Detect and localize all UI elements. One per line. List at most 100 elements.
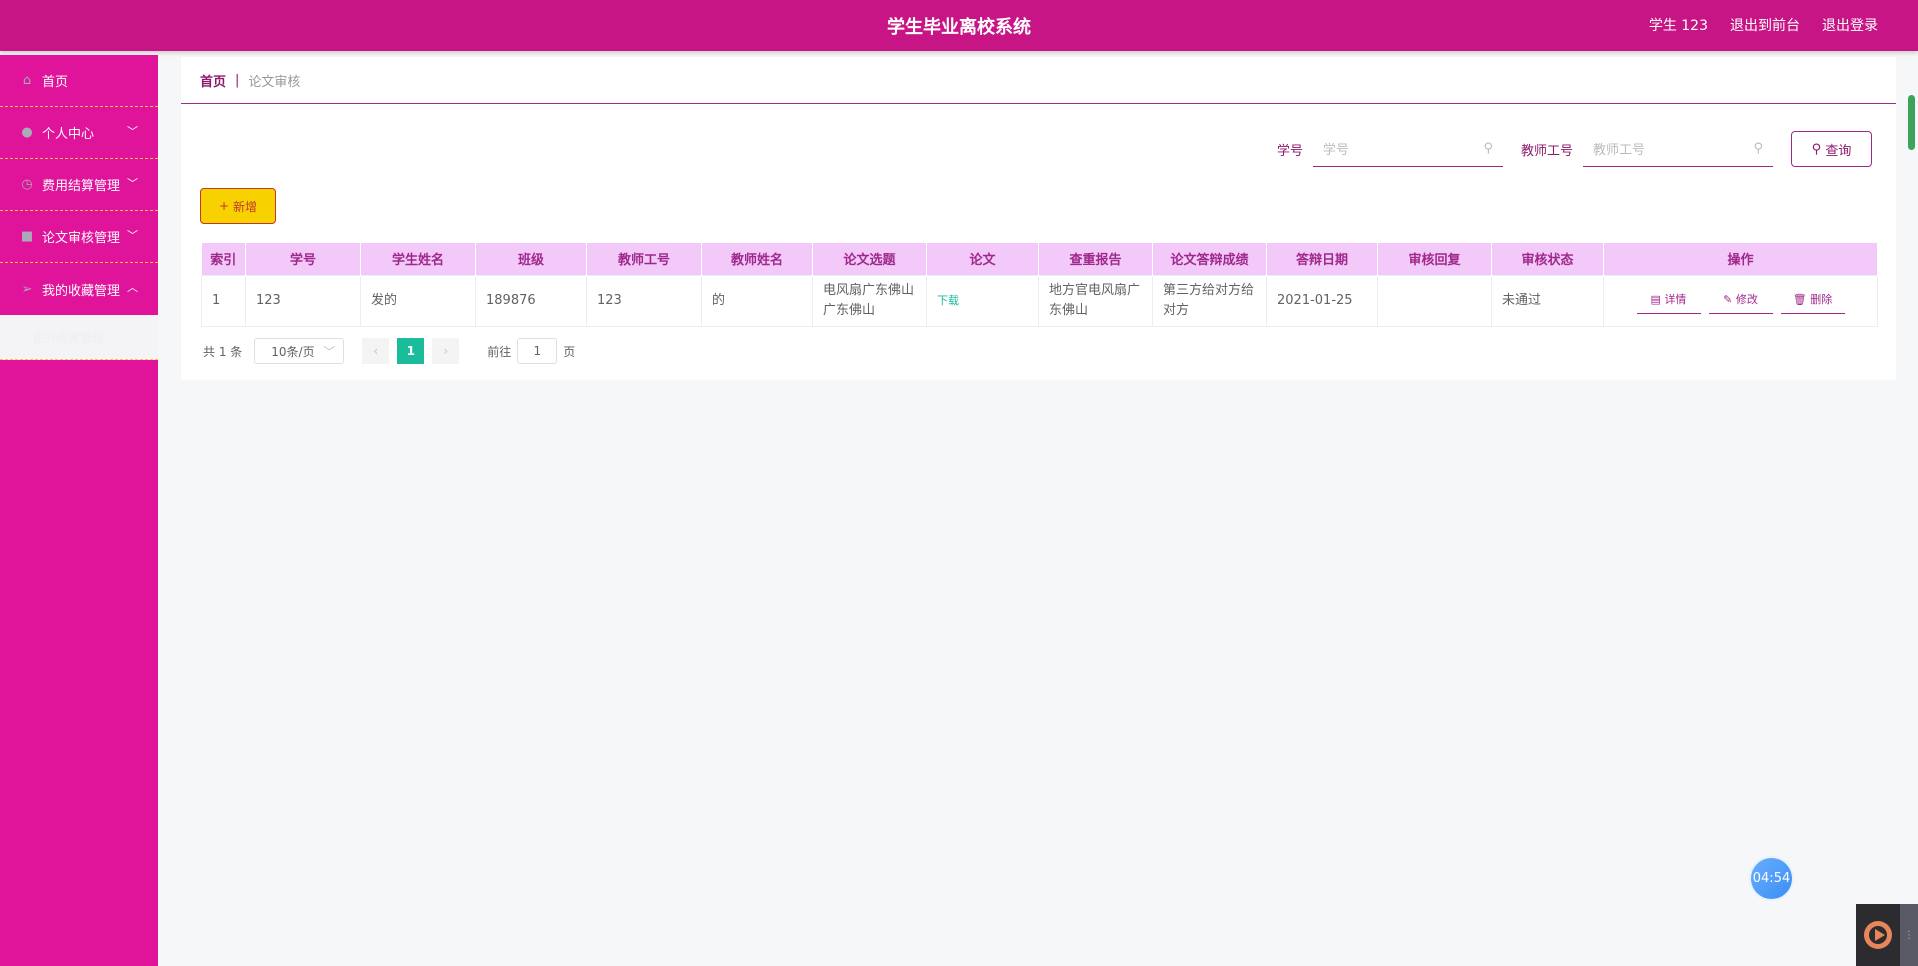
logout-link[interactable]: 退出登录 xyxy=(1822,18,1878,34)
sidebar-item-label: 首页 xyxy=(42,75,69,90)
app-title: 学生毕业离校系统 xyxy=(887,17,1031,38)
column-header: 教师姓名 xyxy=(701,243,813,275)
submenu-item-favorites[interactable]: 我的收藏管理 xyxy=(0,315,158,360)
table-cell: 2021-01-25 xyxy=(1266,274,1378,327)
chevron-down-icon: ﹀ xyxy=(323,344,336,359)
sidebar-item-label: 论文审核管理 xyxy=(42,231,121,246)
chevron-up-icon: ︿ xyxy=(127,281,138,294)
edit-icon: ✎ xyxy=(1723,293,1736,306)
search-bar: 学号 学号 ⚲ 教师工号 教师工号 ⚲ ⚲ 查询 xyxy=(1277,131,1872,167)
page-1-button[interactable]: 1 xyxy=(397,338,425,364)
column-header: 审核回复 xyxy=(1377,243,1492,275)
column-header: 操作 xyxy=(1603,243,1878,275)
table-row: 1 123 发的 189876 123 的电风扇广东佛山广东佛山 下载 地方官电风扇广东佛山第… xyxy=(201,274,1878,327)
pagination: 共 1 条 10条/页 ﹀ ‹ 1 › 前往 1 页 xyxy=(203,338,575,364)
download-link[interactable]: 下载 xyxy=(937,293,959,307)
sidebar: ⌂ 首页 ● 个人中心 ﹀ ◷ 费用结算管理 ﹀ ■ 论文审核管理 ﹀ ➢ 我的收藏管理 ︿ 我的… xyxy=(0,55,158,966)
placeholder: 教师工号 xyxy=(1593,143,1646,158)
table-cell: 的 xyxy=(701,274,813,327)
column-header: 论文 xyxy=(926,243,1039,275)
sidebar-item-fees[interactable]: ◷ 费用结算管理 ﹀ xyxy=(0,159,158,211)
column-header: 班级 xyxy=(475,243,587,275)
recorder-widget[interactable]: ⋮ xyxy=(1856,904,1918,966)
table-cell: 电风扇广东佛山广东佛山 xyxy=(812,274,927,327)
table-cell xyxy=(1377,274,1492,327)
column-header: 查重报告 xyxy=(1038,243,1153,275)
table-cell: 123 xyxy=(245,274,361,327)
timer-badge[interactable]: 04:54 xyxy=(1749,856,1794,901)
column-header: 教师工号 xyxy=(586,243,702,275)
search-icon: ⚲ xyxy=(1483,141,1493,156)
query-button[interactable]: ⚲ 查询 xyxy=(1791,131,1872,167)
delete-icon: 🗑 xyxy=(1792,293,1811,306)
column-header: 论文选题 xyxy=(812,243,927,275)
sidebar-item-home[interactable]: ⌂ 首页 xyxy=(0,55,158,107)
add-label: 新增 xyxy=(233,199,258,214)
plus-icon: + xyxy=(218,199,230,213)
sidebar-item-thesis-review[interactable]: ■ 论文审核管理 ﹀ xyxy=(0,211,158,263)
exit-to-front-link[interactable]: 退出到前台 xyxy=(1730,18,1800,34)
total-count: 共 1 条 xyxy=(203,344,243,359)
page-unit: 页 xyxy=(563,344,576,359)
detail-button[interactable]: ▤ 详情 xyxy=(1636,287,1701,314)
chevron-down-icon: ﹀ xyxy=(127,125,138,138)
breadcrumb-home[interactable]: 首页 xyxy=(200,74,227,90)
student-id-input[interactable]: 学号 ⚲ xyxy=(1312,131,1503,167)
button-label: 详情 xyxy=(1664,293,1687,306)
edit-button[interactable]: ✎ 修改 xyxy=(1708,287,1773,314)
goto-label: 前往 xyxy=(487,344,512,359)
column-header: 索引 xyxy=(201,243,246,275)
more-icon[interactable]: ⋮ xyxy=(1900,904,1918,966)
table-cell: 189876 xyxy=(475,274,587,327)
prev-page-button[interactable]: ‹ xyxy=(362,338,390,364)
table-cell: 未通过 xyxy=(1491,274,1604,327)
column-header: 学生姓名 xyxy=(360,243,476,275)
breadcrumb-separator: | xyxy=(235,72,240,88)
actions-cell: ▤ 详情 ✎ 修改 🗑 删除 xyxy=(1603,274,1878,327)
student-id-label: 学号 xyxy=(1276,143,1303,159)
teacher-id-input[interactable]: 教师工号 ⚲ xyxy=(1583,131,1773,167)
table-cell: 123 xyxy=(586,274,702,327)
query-label: 查询 xyxy=(1825,143,1852,159)
breadcrumb-current: 论文审核 xyxy=(248,74,301,90)
sidebar-item-label: 费用结算管理 xyxy=(42,179,121,194)
page-size-select[interactable]: 10条/页 ﹀ xyxy=(254,338,345,364)
sidebar-item-personal[interactable]: ● 个人中心 ﹀ xyxy=(0,107,158,159)
page-size-value: 10条/页 xyxy=(271,344,315,359)
table-cell: 发的 xyxy=(360,274,476,327)
column-header: 学号 xyxy=(245,243,361,275)
chevron-down-icon: ﹀ xyxy=(127,177,138,190)
search-icon: ⚲ xyxy=(1753,141,1763,156)
home-icon: ⌂ xyxy=(22,73,32,88)
scrollbar[interactable] xyxy=(1908,95,1915,150)
teacher-id-label: 教师工号 xyxy=(1520,143,1573,159)
placeholder: 学号 xyxy=(1322,143,1349,158)
column-header: 审核状态 xyxy=(1491,243,1604,275)
user-icon: ● xyxy=(21,125,33,140)
detail-icon: ▤ xyxy=(1650,293,1665,306)
breadcrumb: 首页 | 论文审核 xyxy=(181,57,1896,104)
column-header: 答辩日期 xyxy=(1266,243,1378,275)
folder-icon: ■ xyxy=(20,229,34,244)
table-cell: 地方官电风扇广东佛山 xyxy=(1038,274,1153,327)
button-label: 删除 xyxy=(1810,293,1833,306)
top-header: 学生毕业离校系统 学生 123 退出到前台 退出登录 xyxy=(0,0,1918,51)
sidebar-item-favorites[interactable]: ➢ 我的收藏管理 ︿ xyxy=(0,263,158,315)
send-icon: ➢ xyxy=(21,281,33,297)
add-button[interactable]: + 新增 xyxy=(200,188,276,224)
table-cell: 1 xyxy=(201,274,246,327)
chevron-down-icon: ﹀ xyxy=(127,229,138,242)
sidebar-item-label: 我的收藏管理 xyxy=(42,283,121,299)
sidebar-item-label: 个人中心 xyxy=(42,127,95,142)
goto-page-input[interactable]: 1 xyxy=(517,338,558,364)
next-page-button[interactable]: › xyxy=(432,338,460,364)
table-cell: 下载 xyxy=(926,274,1039,327)
column-header: 论文答辩成绩 xyxy=(1152,243,1267,275)
search-icon: ⚲ xyxy=(1811,141,1826,157)
table-cell: 第三方给对方给对方 xyxy=(1152,274,1267,327)
thesis-table: 索引 学号 学生姓名 班级 教师工号 教师姓名 论文选题 论文 查重报告 论文答辩成绩 答辩日期 审核… xyxy=(201,243,1878,327)
clock-icon: ◷ xyxy=(21,177,33,192)
main-card: 首页 | 论文审核 学号 学号 ⚲ 教师工号 教师工号 ⚲ ⚲ 查询 + 新增 索引学… xyxy=(181,57,1896,380)
delete-button[interactable]: 🗑 删除 xyxy=(1780,287,1845,314)
current-user: 学生 123 xyxy=(1648,18,1708,34)
